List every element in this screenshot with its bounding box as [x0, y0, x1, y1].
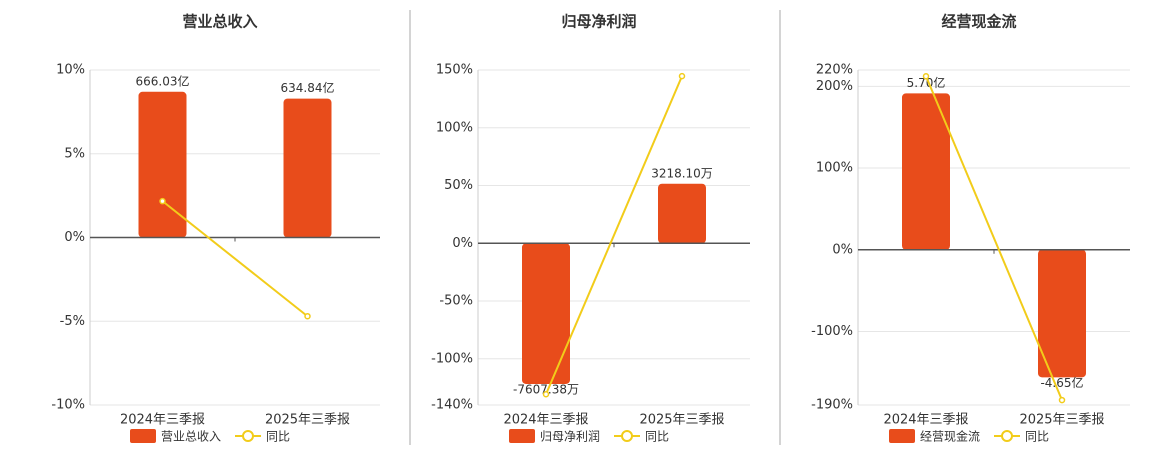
bar [283, 98, 332, 238]
y-tick-label: -100% [431, 351, 473, 366]
chart-title: 归母净利润 [561, 13, 636, 31]
legend-swatch [130, 429, 156, 443]
line-point [304, 312, 311, 320]
value-label: 634.84亿 [281, 80, 335, 95]
y-tick-label: -5% [60, 314, 85, 329]
y-tick-label: 200% [816, 79, 853, 94]
value-label: 5.70亿 [907, 75, 946, 90]
legend-swatch [1001, 430, 1013, 442]
y-tick-label: -190% [811, 398, 853, 413]
legend-label: 归母净利润 [540, 430, 600, 444]
y-tick-label: 5% [64, 146, 85, 161]
line-point [922, 73, 930, 80]
y-tick-label: 10% [56, 63, 85, 78]
y-tick-label: 0% [452, 236, 473, 251]
bar [522, 243, 570, 384]
line [161, 200, 309, 318]
y-tick-label: 100% [816, 161, 853, 176]
x-tick-label: 2024年三季报 [883, 413, 968, 428]
y-tick-label: 100% [436, 120, 473, 135]
bar [138, 91, 187, 238]
value-label: 3218.10万 [651, 166, 713, 180]
bar [902, 93, 950, 250]
chart-title: 经营现金流 [941, 13, 1016, 31]
value-label: 666.03亿 [136, 73, 190, 88]
legend-label: 同比 [266, 430, 290, 444]
legend-swatch [621, 430, 633, 442]
x-tick-label: 2025年三季报 [1019, 413, 1104, 428]
line-point [1058, 396, 1066, 404]
value-label: -4.65亿 [1040, 375, 1083, 390]
y-tick-label: 0% [64, 230, 85, 245]
line-point [159, 197, 166, 205]
y-tick-label: -50% [439, 294, 473, 309]
legend-label: 营业总收入 [161, 430, 221, 444]
line-point [678, 72, 686, 80]
legend-label: 同比 [1025, 430, 1049, 444]
y-tick-label: -140% [431, 398, 473, 413]
y-tick-label: 0% [832, 242, 853, 257]
x-tick-label: 2024年三季报 [120, 413, 205, 428]
line [925, 75, 1063, 401]
y-tick-label: 220% [816, 63, 853, 78]
x-tick-label: 2024年三季报 [503, 413, 588, 428]
legend-label: 经营现金流 [920, 429, 980, 444]
x-tick-label: 2025年三季报 [265, 413, 350, 428]
legend-swatch [509, 429, 535, 443]
value-label: -7607.38万 [513, 382, 579, 396]
legend-swatch [889, 429, 915, 443]
chart-title: 营业总收入 [182, 13, 257, 31]
legend-label: 同比 [645, 430, 669, 444]
x-tick-label: 2025年三季报 [639, 413, 724, 428]
bar [1038, 249, 1086, 378]
line [545, 75, 683, 395]
legend-swatch [242, 430, 254, 442]
y-tick-label: 50% [444, 178, 473, 193]
line-point [542, 391, 550, 398]
y-tick-label: -100% [811, 324, 853, 339]
y-tick-label: 150% [436, 63, 473, 78]
y-tick-label: -10% [51, 398, 85, 413]
bar [658, 183, 706, 244]
